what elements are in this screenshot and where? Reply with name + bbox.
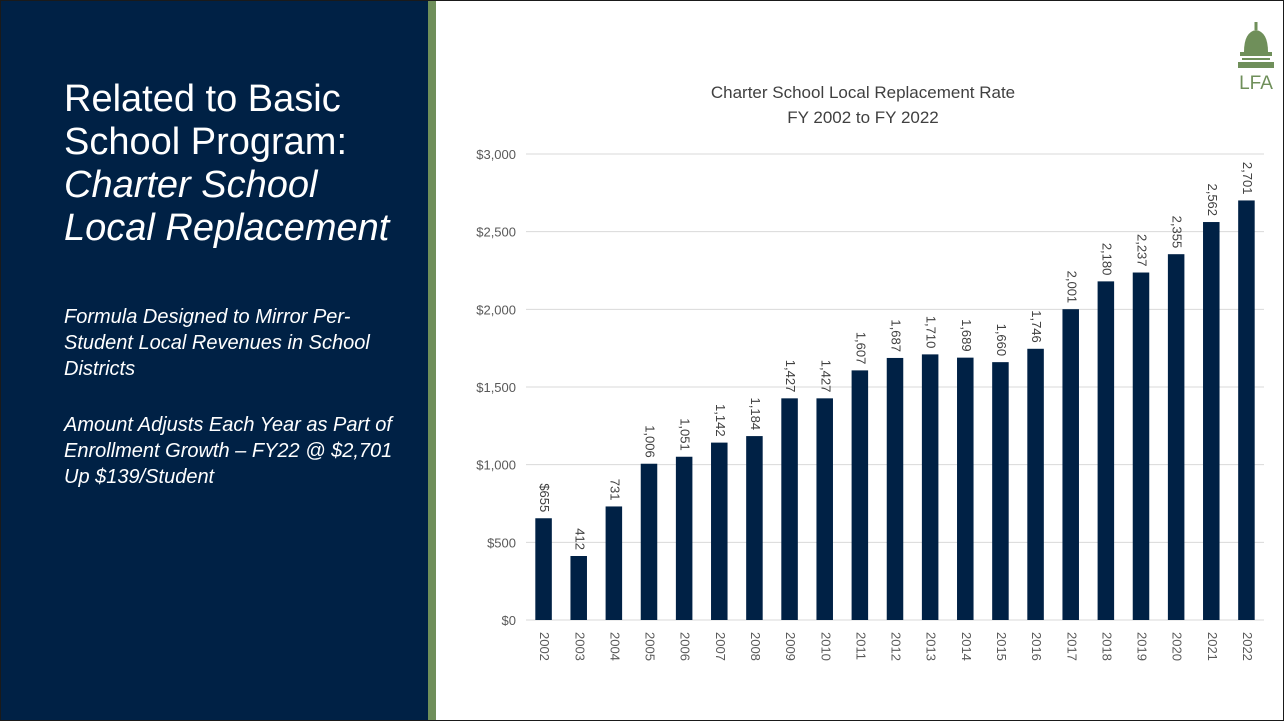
title-italic-line-1: Charter School [64,164,318,206]
x-tick-label: 2006 [678,632,693,661]
data-label-2003: 412 [572,528,587,550]
x-tick-label: 2020 [1170,632,1185,661]
x-tick-label: 2022 [1240,632,1255,661]
y-tick-label: $0 [502,613,516,628]
bar-2002 [535,518,552,620]
bar-2018 [1097,281,1115,620]
x-tick-label: 2019 [1135,632,1150,661]
bar-2021 [1203,222,1220,620]
bar-2003 [570,556,587,620]
bar-2017 [1062,309,1079,620]
bar-2010 [816,398,833,620]
lfa-logo-icon: LFA [1238,22,1274,92]
x-tick-label: 2015 [994,632,1009,661]
bar-2014 [957,357,974,620]
bars [535,200,1255,620]
title-line-2: School Program: [64,121,348,163]
bar-2019 [1132,272,1150,620]
y-tick-label: $500 [487,535,516,550]
chart-title: Charter School Local Replacement Rate [711,83,1015,102]
y-tick-label: $3,000 [476,147,516,162]
data-label-2017: 2,001 [1064,271,1079,304]
x-tick-label: 2011 [853,632,868,660]
data-labels: $655 412 731 1,006 1,051 1,142 1,184 1,427 1,427… [537,162,1255,550]
bar-2008 [746,436,763,620]
x-tick-label: 2021 [1205,632,1220,661]
data-label-2014: 1,689 [959,319,974,352]
data-label-2009: 1,427 [783,360,798,393]
title-line-1: Related to Basic [64,78,341,120]
x-tick-label: 2012 [889,632,904,661]
chart-subtitle: FY 2002 to FY 2022 [787,108,939,127]
data-label-2005: 1,006 [643,425,658,458]
y-axis: $0 $500 $1,000 $1,500 $2,000 $2,500 $3,000 [476,147,516,628]
logo-text: LFA [1239,73,1273,92]
bar-2005 [640,463,658,620]
bullet-formula: Formula Designed to Mirror Per-Student L… [64,306,370,380]
data-label-2013: 1,710 [924,316,939,349]
y-tick-label: $2,500 [476,225,516,240]
bullet-amount: Amount Adjusts Each Year as Part of Enro… [64,414,393,488]
x-tick-label: 2004 [607,632,622,661]
accent-bar [428,0,436,721]
data-label-2020: 2,355 [1170,216,1185,249]
data-label-2002: $655 [537,483,552,512]
bar-2011 [851,370,869,620]
slide-title: Related to Basic School Program: Charter… [64,78,404,250]
data-label-2022: 2,701 [1240,162,1255,195]
x-tick-label: 2002 [537,632,552,661]
x-tick-label: 2003 [572,632,587,661]
x-tick-label: 2008 [748,632,763,661]
x-tick-label: 2014 [959,632,974,661]
data-label-2015: 1,660 [994,324,1009,357]
left-panel: Related to Basic School Program: Charter… [0,0,428,721]
data-label-2012: 1,687 [889,319,904,352]
bar-2013 [921,354,939,620]
bar-2016 [1027,348,1044,620]
y-tick-label: $2,000 [476,302,516,317]
data-label-2004: 731 [607,479,622,501]
data-label-2016: 1,746 [1029,310,1044,343]
bar-2007 [711,442,728,620]
y-tick-label: $1,500 [476,380,516,395]
y-tick-label: $1,000 [476,458,516,473]
bar-2009 [781,398,798,620]
bar-chart: Charter School Local Replacement Rate FY… [476,83,1264,661]
data-label-2006: 1,051 [678,418,693,451]
chart-area: Charter School Local Replacement Rate FY… [436,0,1284,721]
bar-2012 [886,357,904,620]
bar-2020 [1167,254,1185,620]
x-tick-label: 2005 [643,632,658,661]
x-tick-label: 2016 [1029,632,1044,661]
data-label-2010: 1,427 [818,360,833,393]
x-tick-label: 2010 [818,632,833,661]
x-axis: 2002 2003 2004 2005 2006 2007 2008 2009 2010 2011… [537,632,1255,661]
data-label-2021: 2,562 [1205,183,1220,216]
data-label-2008: 1,184 [748,398,763,431]
data-label-2007: 1,142 [713,404,728,437]
x-tick-label: 2018 [1099,632,1114,661]
bar-2022 [1238,200,1255,620]
bar-2004 [605,506,623,620]
bar-2006 [675,456,693,620]
title-italic-line-2: Local Replacement [64,207,390,249]
data-label-2019: 2,237 [1135,234,1150,267]
x-tick-label: 2009 [783,632,798,661]
x-tick-label: 2013 [924,632,939,661]
bar-2015 [992,362,1009,620]
x-tick-label: 2017 [1064,632,1079,661]
data-label-2018: 2,180 [1099,243,1114,276]
data-label-2011: 1,607 [853,332,868,365]
x-tick-label: 2007 [713,632,728,661]
